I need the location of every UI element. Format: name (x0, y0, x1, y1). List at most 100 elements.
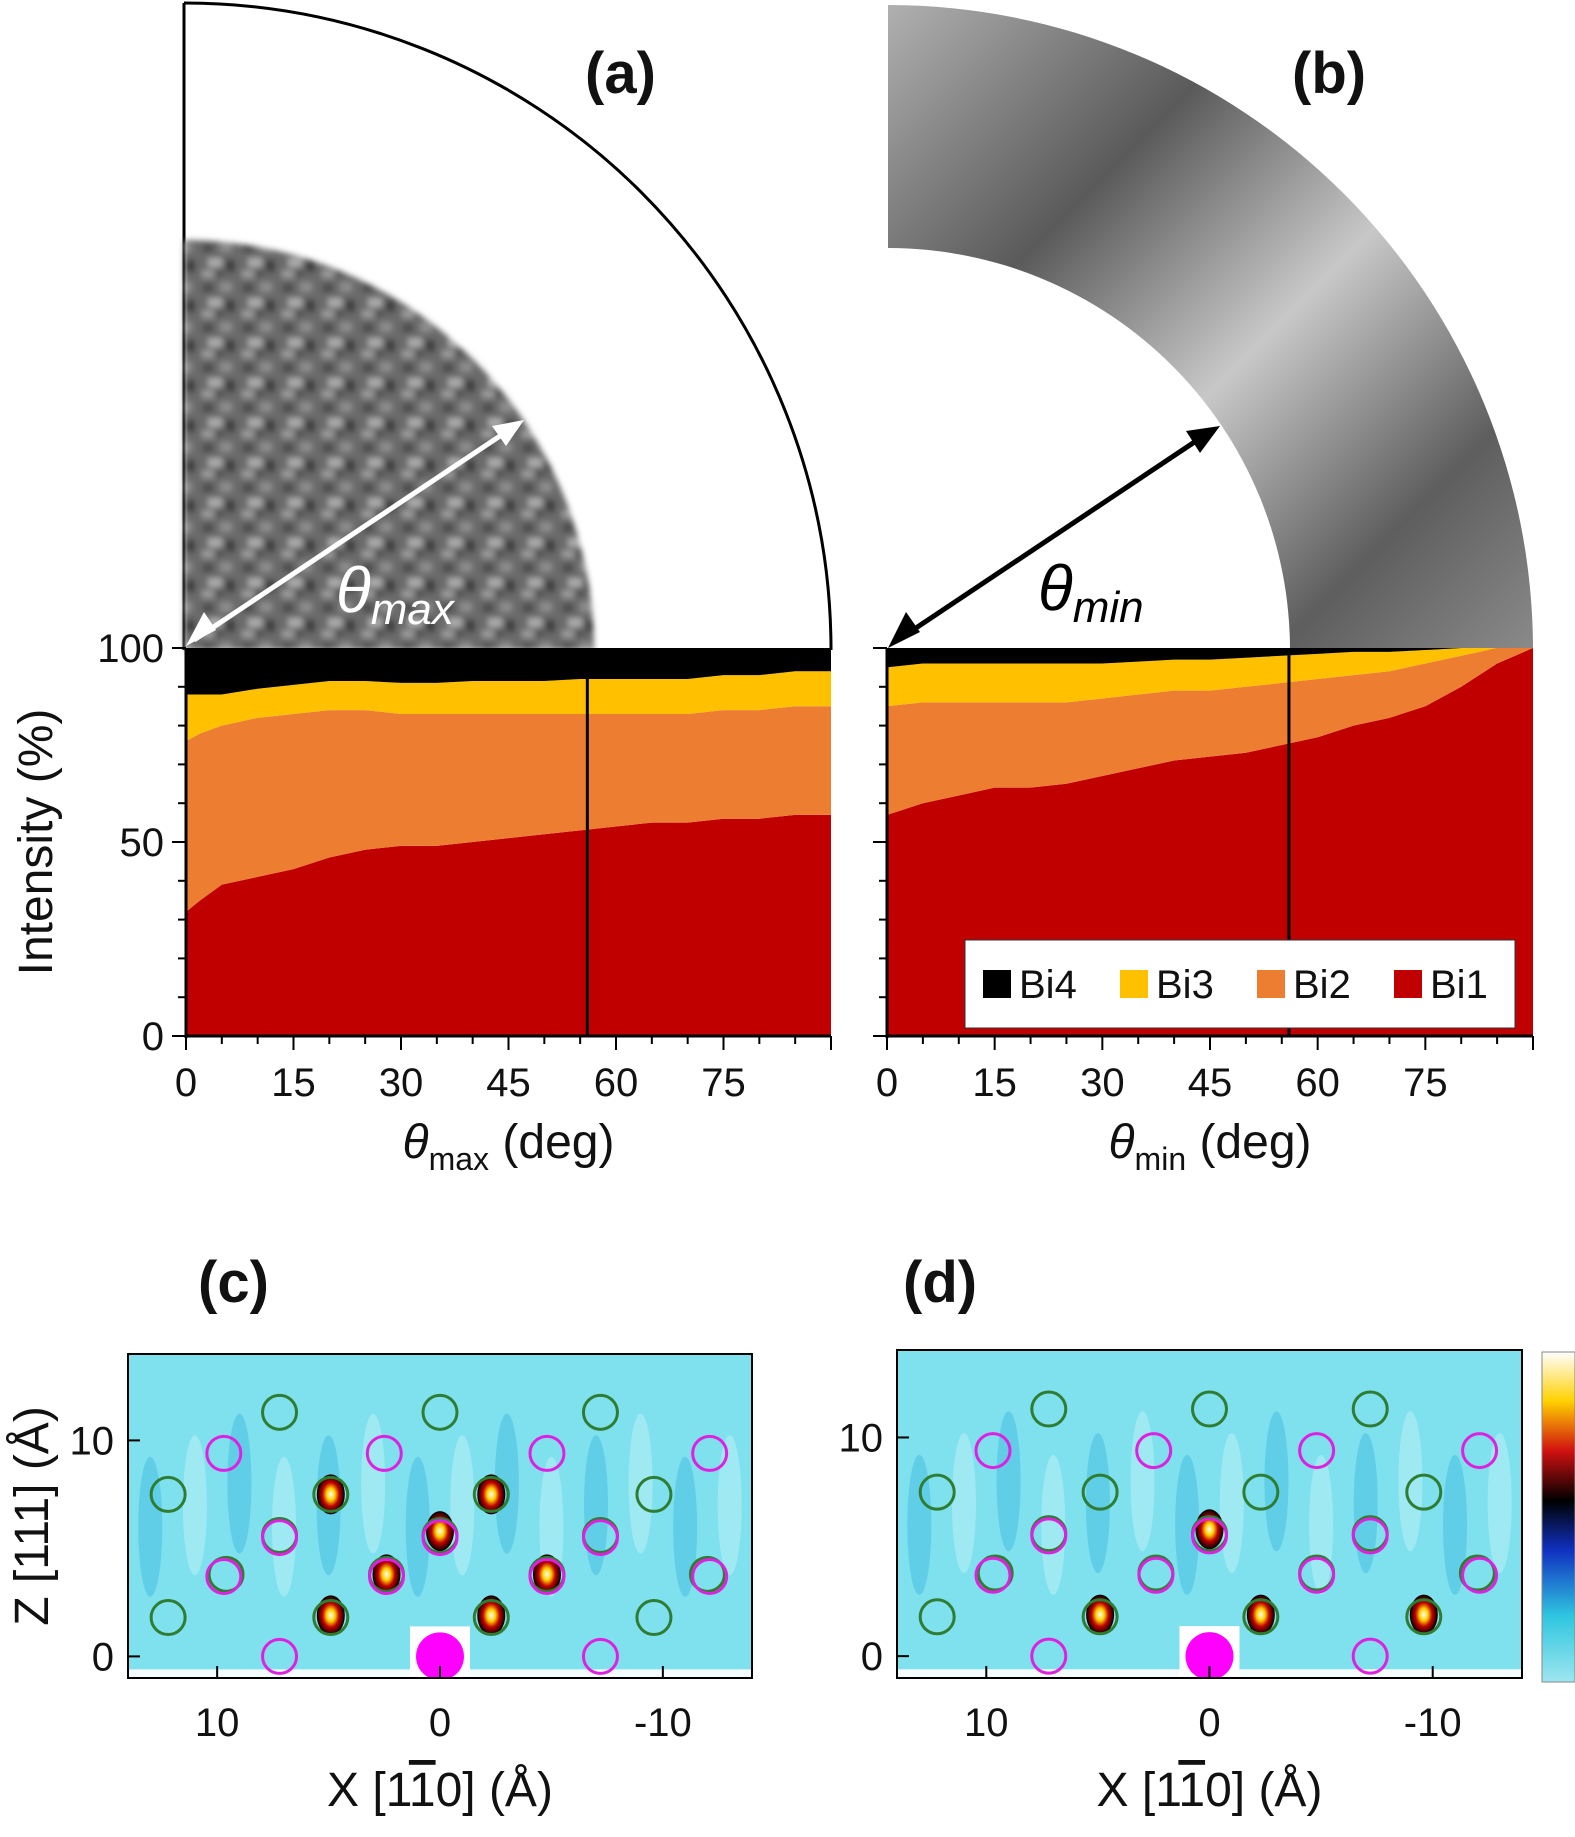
x-tick-label: 15 (972, 1061, 1017, 1105)
atom-magenta (261, 1637, 299, 1675)
atom-green (1081, 1598, 1119, 1636)
panel-label-c: (c) (198, 1250, 269, 1315)
heatmap-texture (1175, 1454, 1200, 1595)
theta-min-arrow (896, 432, 1207, 643)
colorbar (1541, 1351, 1575, 1683)
heatmap-texture (272, 1456, 296, 1597)
atom-green (312, 1475, 350, 1513)
y-tick-label: 0 (92, 1635, 114, 1679)
chart-d: 10 0 -10 0 10 X [110] (Å) (839, 1349, 1523, 1817)
x-tick-label: 10 (195, 1701, 240, 1745)
heatmap-texture (1443, 1454, 1468, 1595)
hot-spot (1086, 1594, 1115, 1635)
heatmap-texture (227, 1413, 252, 1554)
atom-green (1030, 1390, 1068, 1428)
atom-green (1081, 1473, 1119, 1511)
atom-magenta (205, 1434, 243, 1472)
atom-magenta (205, 1557, 243, 1595)
heatmap-texture (494, 1413, 519, 1554)
atom-green (149, 1599, 187, 1637)
panel-b-polar: θmin (b) (888, 5, 1533, 650)
atom-green (261, 1393, 299, 1431)
heatmap-texture (907, 1454, 932, 1595)
emitter-atom (1185, 1632, 1234, 1678)
panel-a-grayscale-disc (184, 240, 594, 650)
atom-magenta (528, 1434, 566, 1472)
heatmap-texture (1219, 1433, 1244, 1574)
heatmap-texture (405, 1456, 430, 1597)
x-axis-title: X [110] (Å) (1097, 1764, 1323, 1817)
atom-magenta (1137, 1556, 1175, 1594)
atom-green (918, 1473, 956, 1511)
atom-magenta (691, 1557, 729, 1595)
area-bi2 (186, 706, 831, 912)
hot-spot (316, 1474, 345, 1515)
x-tick-label: 30 (1080, 1061, 1125, 1105)
atom-magenta (1461, 1432, 1499, 1470)
atom-green (1242, 1598, 1280, 1636)
heatmap-texture (1085, 1433, 1110, 1574)
x-axis-title: θmin (deg) (1109, 1116, 1312, 1177)
area-bi2 (887, 648, 1533, 815)
legend-label-bi2: Bi2 (1293, 963, 1351, 1007)
area-bi4 (887, 648, 1533, 668)
atom-green (472, 1475, 510, 1513)
atom-magenta (1351, 1517, 1389, 1555)
x-tick-label: 15 (271, 1061, 316, 1105)
atom-magenta (421, 1519, 459, 1557)
panel-label-b: (b) (1292, 41, 1366, 106)
y-axis-title: Intensity (%) (10, 709, 63, 976)
hot-spot (372, 1554, 401, 1595)
x-axis-title: X [110] (Å) (327, 1764, 553, 1817)
atom-green (1405, 1598, 1443, 1636)
legend-box (964, 939, 1516, 1029)
atom-magenta (1030, 1637, 1068, 1675)
x-tick-label: 0 (429, 1701, 451, 1745)
x-tick-label: 75 (701, 1061, 746, 1105)
area-bi4 (186, 648, 831, 695)
x-tick-label: -10 (634, 1701, 692, 1745)
x-tick-label: 30 (379, 1061, 424, 1105)
atom-magenta (1298, 1432, 1336, 1470)
heatmap-texture (1130, 1411, 1155, 1552)
atom-magenta (1298, 1556, 1336, 1594)
atom-green (1458, 1554, 1496, 1592)
atom-magenta (1191, 1517, 1228, 1555)
y-tick-label: 100 (97, 627, 164, 671)
atom-magenta (974, 1556, 1012, 1594)
hot-spot (316, 1595, 345, 1636)
legend-label-bi1: Bi1 (1430, 963, 1488, 1007)
area-bi1 (887, 648, 1533, 1036)
x-tick-label: -10 (1404, 1701, 1462, 1745)
theta-max-label: θmax (336, 554, 456, 634)
x-tick-label: 0 (175, 1061, 197, 1105)
y-tick-label: 50 (120, 821, 165, 865)
y-tick-label: 0 (861, 1635, 883, 1679)
panel-b-grayscale-ring (888, 5, 1533, 650)
atom-magenta (581, 1519, 619, 1557)
hot-spot (532, 1554, 561, 1595)
heatmap-texture (450, 1435, 475, 1576)
y-axis-title: Z [111] (Å) (6, 1406, 59, 1626)
x-tick-label: 45 (1188, 1061, 1233, 1105)
y-tick-label: 10 (839, 1416, 884, 1460)
atom-green (976, 1554, 1014, 1592)
atom-magenta (365, 1434, 403, 1472)
heatmap-texture (1487, 1433, 1512, 1574)
heatmap-texture (1264, 1411, 1289, 1552)
heatmap-texture (138, 1456, 163, 1597)
chart-c: 10 0 -10 0 10 X [110] (Å) Z [111] (Å) (6, 1353, 753, 1817)
atom-green (635, 1475, 673, 1513)
atom-green (635, 1599, 673, 1637)
theta-min-arrowhead-inner (888, 612, 920, 648)
area-bi3 (186, 671, 831, 742)
atom-green (312, 1599, 350, 1637)
area-bi1 (186, 814, 831, 1036)
atom-green (1405, 1473, 1443, 1511)
x-tick-label: 75 (1403, 1061, 1448, 1105)
atom-magenta (1135, 1432, 1173, 1470)
panel-a-outer-arc (183, 1, 833, 651)
atom-magenta (261, 1519, 299, 1557)
legend-label-bi4: Bi4 (1019, 963, 1077, 1007)
